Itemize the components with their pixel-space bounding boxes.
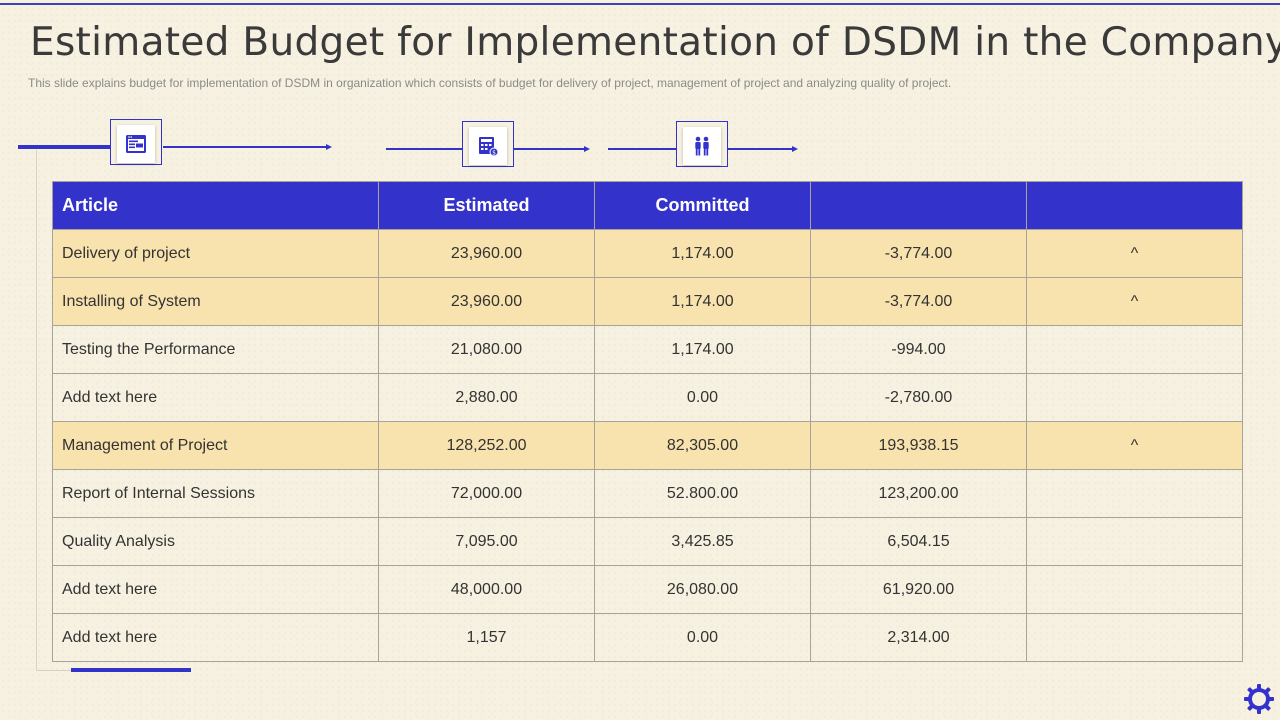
header-column-5: [1026, 181, 1243, 230]
cell-article: Quality Analysis: [52, 517, 379, 566]
cell-estimated: 2,880.00: [378, 373, 595, 422]
gear-icon[interactable]: [1242, 682, 1276, 716]
cell-column-5: [1026, 373, 1243, 422]
cell-column-4: 6,504.15: [810, 517, 1027, 566]
cell-article: Delivery of project: [52, 229, 379, 278]
cell-column-5: ^: [1026, 421, 1243, 470]
cell-column-4: 193,938.15: [810, 421, 1027, 470]
cell-column-5: ^: [1026, 277, 1243, 326]
cell-column-4: 2,314.00: [810, 613, 1027, 662]
table-row: Management of Project 128,252.00 82,305.00…: [52, 421, 1243, 470]
cell-column-5: [1026, 325, 1243, 374]
table-row: Add text here 2,880.00 0.00 -2,780.00: [52, 373, 1243, 422]
cell-column-4: 123,200.00: [810, 469, 1027, 518]
cell-column-4: 61,920.00: [810, 565, 1027, 614]
accent-bar-left: [18, 145, 110, 149]
cell-estimated: 128,252.00: [378, 421, 595, 470]
cell-estimated: 48,000.00: [378, 565, 595, 614]
cell-article: Testing the Performance: [52, 325, 379, 374]
calculator-invoice-icon: $: [479, 137, 499, 157]
cell-column-4: -2,780.00: [810, 373, 1027, 422]
cell-column-5: ^: [1026, 229, 1243, 278]
cell-article: Installing of System: [52, 277, 379, 326]
cell-estimated: 23,960.00: [378, 229, 595, 278]
cell-committed: 0.00: [594, 373, 811, 422]
table-row: Quality Analysis 7,095.00 3,425.85 6,504.15: [52, 517, 1243, 566]
cell-column-5: [1026, 517, 1243, 566]
cell-estimated: 23,960.00: [378, 277, 595, 326]
connector-line-3a: [608, 148, 676, 150]
cell-committed: 3,425.85: [594, 517, 811, 566]
arrow-head-1: [326, 144, 332, 150]
connector-line-2b: [514, 148, 584, 150]
cell-estimated: 7,095.00: [378, 517, 595, 566]
cell-committed: 1,174.00: [594, 325, 811, 374]
icon-box-calculator: $: [462, 121, 514, 167]
page-title: Estimated Budget for Implementation of D…: [30, 20, 1280, 65]
top-border-line: [0, 3, 1280, 5]
table-row: Testing the Performance 21,080.00 1,174.00…: [52, 325, 1243, 374]
table-row: Report of Internal Sessions 72,000.00 52.8…: [52, 469, 1243, 518]
connector-line-3b: [728, 148, 792, 150]
cell-committed: 1,174.00: [594, 229, 811, 278]
cell-estimated: 1,157: [378, 613, 595, 662]
cell-column-5: [1026, 565, 1243, 614]
cell-article: Add text here: [52, 373, 379, 422]
header-article: Article: [52, 181, 379, 230]
cell-committed: 82,305.00: [594, 421, 811, 470]
frame-line-bottom: [36, 670, 76, 671]
header-estimated: Estimated: [378, 181, 595, 230]
cell-committed: 52.800.00: [594, 469, 811, 518]
accent-bar-bottom: [71, 668, 191, 672]
arrow-head-3: [792, 146, 798, 152]
cell-committed: 0.00: [594, 613, 811, 662]
cell-article: Add text here: [52, 565, 379, 614]
cell-column-4: -994.00: [810, 325, 1027, 374]
cell-column-4: -3,774.00: [810, 229, 1027, 278]
browser-window-icon: [126, 135, 146, 154]
budget-table: Article Estimated Committed Delivery of …: [52, 181, 1243, 662]
cell-article: Add text here: [52, 613, 379, 662]
header-column-4: [810, 181, 1027, 230]
cell-article: Report of Internal Sessions: [52, 469, 379, 518]
cell-committed: 26,080.00: [594, 565, 811, 614]
team-people-icon: [695, 136, 709, 156]
connector-line-2a: [386, 148, 462, 150]
page-subtitle: This slide explains budget for implement…: [28, 76, 952, 90]
icon-box-team: [676, 121, 728, 167]
cell-estimated: 72,000.00: [378, 469, 595, 518]
table-row: Delivery of project 23,960.00 1,174.00 -3,7…: [52, 229, 1243, 278]
cell-article: Management of Project: [52, 421, 379, 470]
cell-column-5: [1026, 469, 1243, 518]
header-committed: Committed: [594, 181, 811, 230]
cell-estimated: 21,080.00: [378, 325, 595, 374]
cell-column-5: [1026, 613, 1243, 662]
cell-column-4: -3,774.00: [810, 277, 1027, 326]
table-row: Installing of System 23,960.00 1,174.00 -3,…: [52, 277, 1243, 326]
cell-committed: 1,174.00: [594, 277, 811, 326]
table-row: Add text here 1,157 0.00 2,314.00: [52, 613, 1243, 662]
svg-text:$: $: [492, 149, 496, 156]
arrow-head-2: [584, 146, 590, 152]
icon-box-browser: [110, 119, 162, 165]
table-row: Add text here 48,000.00 26,080.00 61,920.00: [52, 565, 1243, 614]
connector-line-1: [163, 146, 326, 148]
frame-line-left: [36, 150, 37, 670]
table-header-row: Article Estimated Committed: [52, 181, 1243, 230]
